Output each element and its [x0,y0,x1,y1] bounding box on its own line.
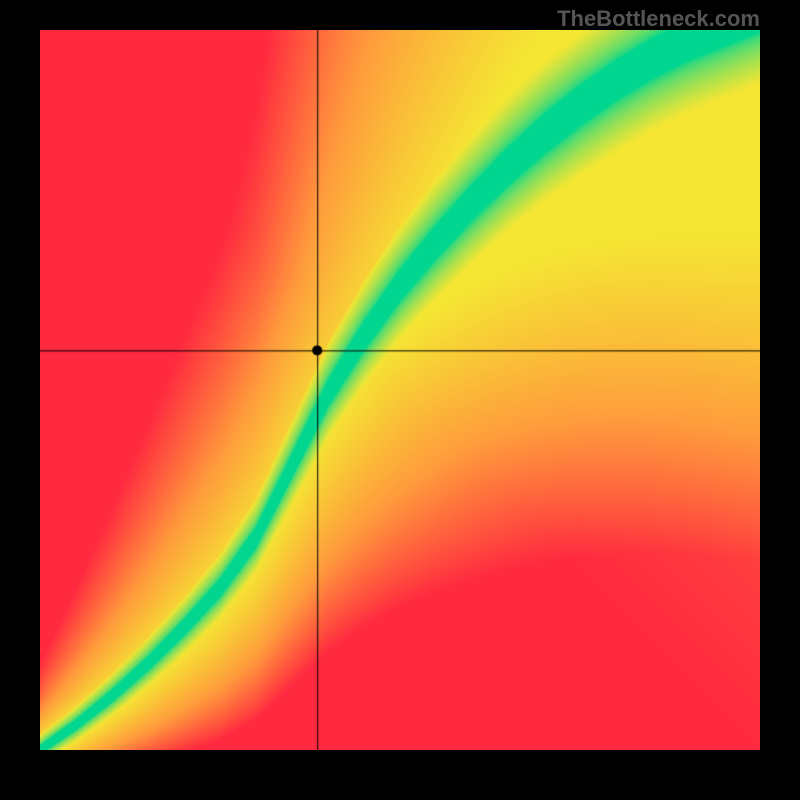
plot-area [40,30,760,750]
watermark-text: TheBottleneck.com [557,6,760,32]
heatmap-canvas [40,30,760,750]
chart-container: TheBottleneck.com [0,0,800,800]
